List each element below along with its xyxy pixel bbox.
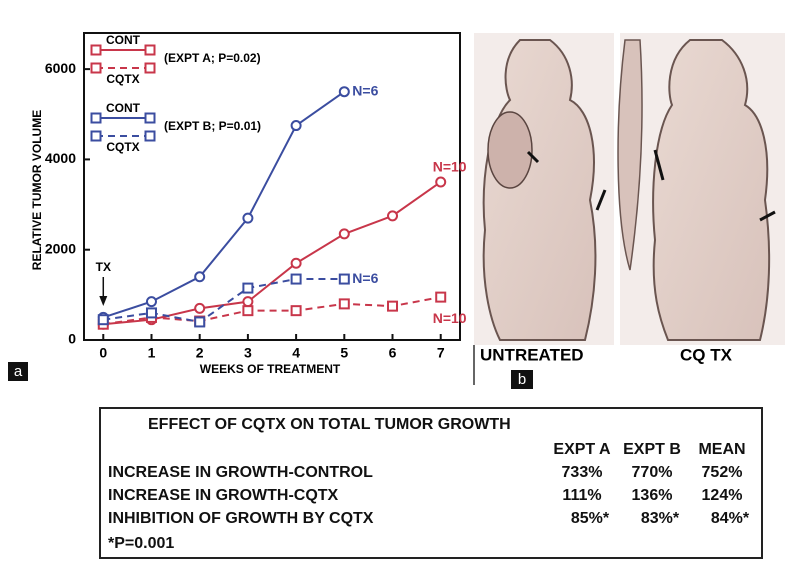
y-tick-label: 0 xyxy=(68,331,76,347)
table-cell: 84%* xyxy=(711,510,750,527)
legend-label: CONT xyxy=(106,33,141,47)
legend-label: CQTX xyxy=(106,72,139,86)
data-point xyxy=(290,305,302,317)
series-line xyxy=(103,278,345,324)
legend-marker xyxy=(90,62,102,74)
legend-group-label: (EXPT B; P=0.01) xyxy=(164,119,261,133)
y-tick-label: 6000 xyxy=(45,60,76,76)
table-cell: 733% xyxy=(562,464,603,481)
data-point xyxy=(338,298,350,310)
photo-label: CQ TX xyxy=(680,345,733,364)
column-header: MEAN xyxy=(698,441,745,458)
legend-label: CONT xyxy=(106,101,141,115)
data-point xyxy=(387,210,399,222)
data-point xyxy=(338,86,350,98)
x-tick-label: 0 xyxy=(99,345,107,361)
x-tick-label: 5 xyxy=(340,345,348,361)
photo-right xyxy=(617,33,785,345)
end-label: N=10 xyxy=(433,159,467,175)
data-point xyxy=(194,271,206,283)
row-label: INCREASE IN GROWTH-CQTX xyxy=(108,487,339,504)
x-tick-label: 3 xyxy=(244,345,252,361)
legend-marker xyxy=(144,44,156,56)
panel-label: a xyxy=(14,363,23,380)
legend-marker xyxy=(144,130,156,142)
legend-marker xyxy=(144,112,156,124)
panel-label: b xyxy=(518,371,526,388)
column-header: EXPT B xyxy=(623,441,681,458)
photo-left xyxy=(474,33,614,345)
table-cell: 85%* xyxy=(571,510,610,527)
row-label: INCREASE IN GROWTH-CONTROL xyxy=(108,464,373,481)
annotation-arrowhead xyxy=(99,296,108,306)
legend-marker xyxy=(90,112,102,124)
data-point xyxy=(145,307,157,319)
table-cell: 770% xyxy=(632,464,673,481)
legend-label: CQTX xyxy=(106,140,139,154)
data-point xyxy=(97,314,109,326)
table-cell: 83%* xyxy=(641,510,680,527)
table-footnote: *P=0.001 xyxy=(108,535,174,552)
data-point xyxy=(242,305,254,317)
photo-label: UNTREATED xyxy=(480,345,584,364)
legend-marker xyxy=(90,130,102,142)
row-label: INHIBITION OF GROWTH BY CQTX xyxy=(108,510,374,527)
x-tick-label: 4 xyxy=(292,345,300,361)
y-axis-label: RELATIVE TUMOR VOLUME xyxy=(30,110,44,270)
data-point xyxy=(290,120,302,132)
panel-badge xyxy=(511,370,533,389)
panel-badge xyxy=(8,362,28,381)
data-point xyxy=(435,176,447,188)
data-point xyxy=(290,257,302,269)
y-tick-label: 4000 xyxy=(45,150,76,166)
legend-group-label: (EXPT A; P=0.02) xyxy=(164,51,261,65)
data-point xyxy=(290,273,302,285)
data-point xyxy=(194,316,206,328)
table-frame xyxy=(99,407,763,559)
data-point xyxy=(242,212,254,224)
y-tick-label: 2000 xyxy=(45,240,76,256)
end-label: N=6 xyxy=(352,82,378,98)
series-line xyxy=(102,90,345,319)
data-point xyxy=(387,300,399,312)
legend-marker xyxy=(144,62,156,74)
data-point xyxy=(338,273,350,285)
data-point xyxy=(194,302,206,314)
plot-frame xyxy=(83,32,461,341)
legend-marker xyxy=(90,44,102,56)
data-point xyxy=(242,296,254,308)
table-cell: 124% xyxy=(702,487,743,504)
data-point xyxy=(242,282,254,294)
table-cell: 136% xyxy=(632,487,673,504)
end-label: N=6 xyxy=(352,270,378,286)
x-tick-label: 7 xyxy=(437,345,445,361)
end-label: N=10 xyxy=(433,310,467,326)
series-line xyxy=(103,296,441,326)
table-cell: 752% xyxy=(702,464,743,481)
data-point xyxy=(338,228,350,240)
x-axis-label: WEEKS OF TREATMENT xyxy=(200,362,341,376)
data-point xyxy=(435,291,447,303)
x-tick-label: 1 xyxy=(148,345,156,361)
column-header: EXPT A xyxy=(553,441,611,458)
x-tick-label: 2 xyxy=(196,345,204,361)
annotation: TX xyxy=(96,260,111,274)
table-title: EFFECT OF CQTX ON TOTAL TUMOR GROWTH xyxy=(148,416,511,433)
series-line xyxy=(103,181,442,326)
x-tick-label: 6 xyxy=(389,345,397,361)
data-point xyxy=(145,296,157,308)
table-cell: 111% xyxy=(562,487,601,504)
